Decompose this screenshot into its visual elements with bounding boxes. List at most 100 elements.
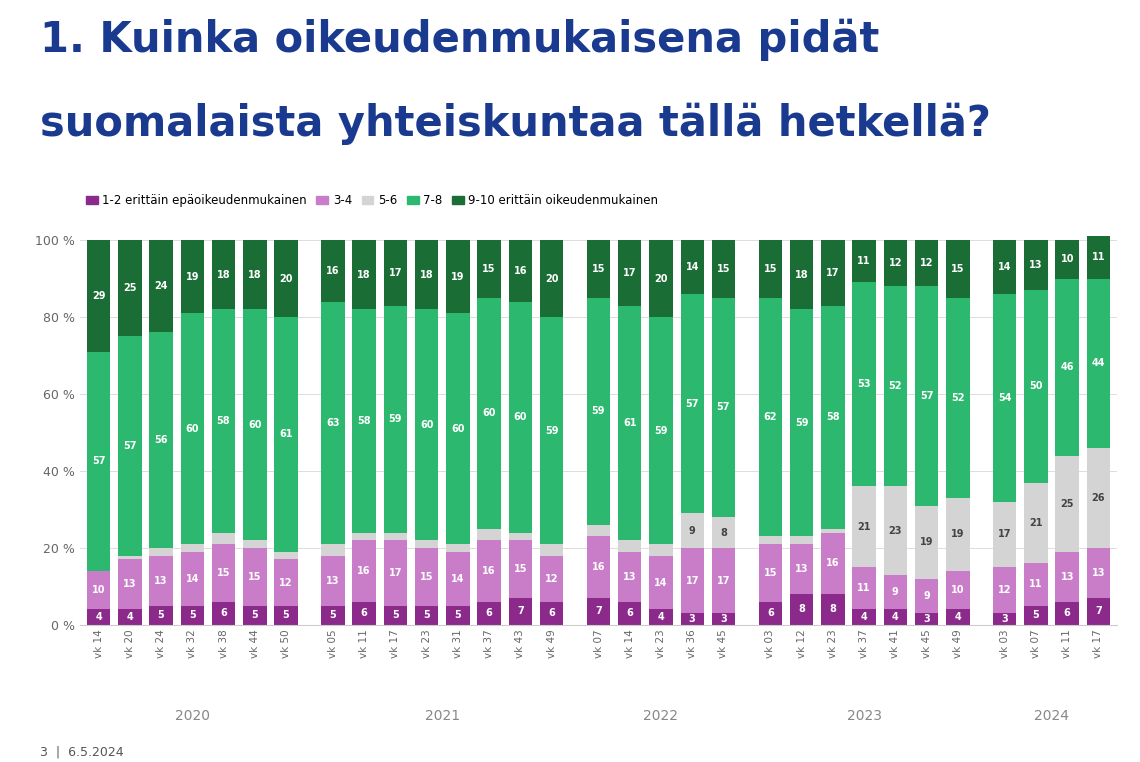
Bar <box>1056 456 1078 552</box>
Bar <box>681 514 705 548</box>
Bar <box>275 606 298 625</box>
Bar <box>384 533 407 540</box>
Bar <box>618 540 642 552</box>
Bar <box>149 555 173 606</box>
Bar <box>446 552 470 606</box>
Text: 17: 17 <box>389 568 402 578</box>
Text: 12: 12 <box>888 258 902 268</box>
Bar <box>711 298 735 517</box>
Bar <box>790 594 813 625</box>
Text: 2020: 2020 <box>174 709 210 723</box>
Text: 5: 5 <box>189 610 196 620</box>
Bar <box>758 298 782 536</box>
Text: 2022: 2022 <box>643 709 678 723</box>
Text: 2023: 2023 <box>847 709 881 723</box>
Bar <box>915 287 938 505</box>
Bar <box>915 578 938 613</box>
Text: 21: 21 <box>857 522 871 532</box>
Bar <box>711 240 735 298</box>
Bar <box>180 544 204 552</box>
Text: 16: 16 <box>826 559 839 568</box>
Text: 6: 6 <box>767 608 774 618</box>
Bar <box>650 555 673 610</box>
Text: 18: 18 <box>357 270 370 280</box>
Bar <box>790 240 813 309</box>
Text: 12: 12 <box>279 578 293 588</box>
Text: 17: 17 <box>389 267 402 278</box>
Bar <box>87 352 111 571</box>
Text: 15: 15 <box>592 264 605 274</box>
Text: 9: 9 <box>891 588 898 597</box>
Text: 2021: 2021 <box>425 709 459 723</box>
Bar <box>915 505 938 578</box>
Bar <box>821 240 845 306</box>
Bar <box>540 317 563 544</box>
Bar <box>711 613 735 625</box>
Text: 3: 3 <box>689 614 695 624</box>
Text: 60: 60 <box>482 408 496 418</box>
Text: 10: 10 <box>1060 255 1074 264</box>
Bar <box>478 602 500 625</box>
Text: 7: 7 <box>595 607 602 616</box>
Bar <box>540 555 563 602</box>
Text: 11: 11 <box>1092 252 1105 262</box>
Bar <box>884 610 907 625</box>
Bar <box>758 240 782 298</box>
Bar <box>681 613 705 625</box>
Text: 3: 3 <box>1001 614 1008 624</box>
Bar <box>352 602 376 625</box>
Text: 61: 61 <box>279 430 293 440</box>
Bar <box>853 283 876 486</box>
Text: 6: 6 <box>548 608 555 618</box>
Text: 17: 17 <box>998 530 1011 539</box>
Text: 19: 19 <box>451 272 465 282</box>
Text: 60: 60 <box>514 412 527 422</box>
Text: 59: 59 <box>389 414 402 424</box>
Bar <box>415 548 439 606</box>
Bar <box>993 501 1017 567</box>
Bar <box>681 548 705 613</box>
Text: 60: 60 <box>249 420 261 430</box>
Text: 5: 5 <box>157 610 164 620</box>
Bar <box>446 606 470 625</box>
Bar <box>212 533 235 544</box>
Bar <box>993 240 1017 294</box>
Text: 15: 15 <box>764 264 777 274</box>
Text: 1. Kuinka oikeudenmukaisena pidät: 1. Kuinka oikeudenmukaisena pidät <box>40 19 879 62</box>
Text: 14: 14 <box>998 262 1011 272</box>
Bar <box>681 240 705 294</box>
Text: 19: 19 <box>186 272 199 282</box>
Bar <box>618 240 642 306</box>
Text: 13: 13 <box>1092 568 1105 578</box>
Bar <box>790 309 813 536</box>
Text: 15: 15 <box>764 568 777 578</box>
Text: 18: 18 <box>795 270 808 280</box>
Text: 5: 5 <box>1033 610 1040 620</box>
Text: 6: 6 <box>220 608 227 618</box>
Bar <box>853 610 876 625</box>
Bar <box>149 332 173 548</box>
Bar <box>212 602 235 625</box>
Text: 56: 56 <box>154 435 168 445</box>
Bar <box>758 602 782 625</box>
Bar <box>415 240 439 309</box>
Bar <box>1024 240 1048 290</box>
Text: 25: 25 <box>123 283 137 293</box>
Text: 3: 3 <box>923 614 930 624</box>
Text: 5: 5 <box>283 610 290 620</box>
Bar <box>384 240 407 306</box>
Text: 13: 13 <box>622 572 636 581</box>
Bar <box>790 536 813 544</box>
Bar <box>415 309 439 540</box>
Bar <box>87 571 111 610</box>
Bar <box>946 298 969 498</box>
Bar <box>853 240 876 283</box>
Bar <box>149 548 173 555</box>
Text: 10: 10 <box>92 585 105 595</box>
Text: 16: 16 <box>358 566 370 576</box>
Bar <box>540 602 563 625</box>
Text: 50: 50 <box>1029 381 1043 392</box>
Text: 54: 54 <box>998 393 1011 403</box>
Text: 46: 46 <box>1060 362 1074 372</box>
Bar <box>384 540 407 606</box>
